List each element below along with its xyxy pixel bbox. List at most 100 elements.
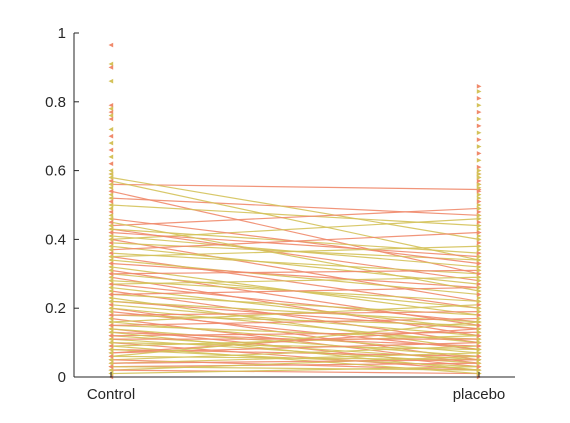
cluster-point-1-2 bbox=[476, 367, 482, 373]
cluster-point-1-50 bbox=[476, 202, 482, 208]
extra-point-0-10 bbox=[108, 133, 114, 139]
series-markers bbox=[108, 42, 482, 380]
cluster-point-1-28 bbox=[476, 278, 482, 283]
cluster-point-0-7 bbox=[108, 350, 114, 356]
cluster-point-1-16 bbox=[476, 319, 482, 325]
cluster-point-0-50 bbox=[108, 202, 114, 208]
series-line-12 bbox=[110, 238, 480, 302]
cluster-point-0-30 bbox=[108, 271, 114, 277]
series-line-52 bbox=[110, 345, 480, 361]
cluster-point-1-24 bbox=[476, 292, 482, 297]
extra-point-0-11 bbox=[108, 140, 114, 146]
cluster-point-0-40 bbox=[108, 237, 114, 242]
cluster-point-0-28 bbox=[108, 278, 114, 283]
cluster-point-1-17 bbox=[476, 316, 482, 321]
series-line-25 bbox=[110, 283, 480, 323]
cluster-point-0-16 bbox=[108, 319, 114, 325]
series-line-4 bbox=[110, 190, 480, 275]
cluster-point-0-49 bbox=[108, 206, 114, 211]
cluster-point-0-15 bbox=[108, 323, 114, 328]
cluster-point-0-43 bbox=[108, 226, 114, 232]
series-line-63 bbox=[110, 269, 480, 275]
extra-point-1-9 bbox=[476, 144, 482, 149]
cluster-point-0-11 bbox=[108, 336, 114, 342]
cluster-point-1-35 bbox=[476, 254, 482, 259]
cluster-point-0-41 bbox=[108, 233, 114, 239]
cluster-point-1-12 bbox=[476, 333, 482, 339]
series-line-68 bbox=[110, 304, 480, 323]
cluster-point-1-27 bbox=[476, 281, 482, 287]
cluster-point-1-37 bbox=[476, 247, 482, 253]
cluster-point-0-22 bbox=[108, 299, 114, 304]
cluster-point-1-49 bbox=[476, 206, 482, 211]
cluster-point-1-13 bbox=[476, 329, 482, 335]
cluster-point-0-57 bbox=[108, 178, 114, 184]
cluster-point-0-31 bbox=[108, 268, 114, 273]
cluster-point-1-34 bbox=[476, 257, 482, 263]
extra-point-0-4 bbox=[108, 102, 114, 108]
cluster-point-1-22 bbox=[476, 299, 482, 304]
cluster-point-1-9 bbox=[476, 343, 482, 349]
extra-point-1-8 bbox=[476, 137, 482, 142]
cluster-point-0-56 bbox=[108, 182, 114, 187]
extra-point-0-6 bbox=[108, 109, 114, 115]
cluster-point-1-15 bbox=[476, 323, 482, 328]
cluster-point-0-45 bbox=[108, 219, 114, 225]
series-line-0 bbox=[110, 183, 480, 191]
extra-point-1-2 bbox=[476, 96, 482, 101]
cluster-point-0-42 bbox=[108, 230, 114, 235]
series-line-6 bbox=[110, 207, 480, 227]
cluster-point-1-32 bbox=[476, 264, 482, 270]
extra-point-0-13 bbox=[108, 154, 114, 160]
series-line-17 bbox=[110, 256, 480, 309]
cluster-point-0-35 bbox=[108, 254, 114, 259]
cluster-point-1-8 bbox=[476, 347, 482, 352]
extra-point-1-10 bbox=[476, 151, 482, 156]
series-line-64 bbox=[110, 276, 480, 285]
extra-point-0-14 bbox=[108, 161, 114, 167]
extra-point-1-4 bbox=[476, 109, 482, 115]
series-line-57 bbox=[110, 355, 480, 371]
extra-point-1-7 bbox=[476, 130, 482, 136]
series-line-45 bbox=[110, 342, 480, 371]
cluster-point-1-36 bbox=[476, 250, 482, 256]
cluster-point-1-26 bbox=[476, 285, 482, 290]
series-line-60 bbox=[110, 221, 480, 292]
series-line-75 bbox=[110, 359, 480, 364]
axes bbox=[73, 33, 515, 378]
cluster-point-1-51 bbox=[476, 199, 482, 204]
series-line-3 bbox=[110, 180, 480, 261]
series-line-59 bbox=[110, 366, 480, 375]
cluster-point-0-2 bbox=[108, 367, 114, 373]
series-line-8 bbox=[110, 228, 480, 282]
cluster-point-1-52 bbox=[476, 195, 482, 201]
extra-point-0-3 bbox=[108, 78, 114, 84]
cluster-point-1-21 bbox=[476, 302, 482, 308]
cluster-point-1-31 bbox=[476, 268, 482, 273]
cluster-point-0-52 bbox=[108, 195, 114, 201]
series-line-40 bbox=[110, 328, 480, 357]
cluster-point-0-18 bbox=[108, 312, 114, 318]
extra-point-1-1 bbox=[476, 89, 482, 94]
extra-point-1-5 bbox=[476, 116, 482, 122]
cluster-point-1-18 bbox=[476, 312, 482, 318]
extra-point-0-5 bbox=[108, 106, 114, 111]
series-line-62 bbox=[110, 245, 480, 258]
cluster-point-1-58 bbox=[476, 175, 482, 180]
cluster-point-0-21 bbox=[108, 302, 114, 308]
cluster-point-0-48 bbox=[108, 209, 114, 215]
y-tick-label-5: 1 bbox=[58, 25, 66, 42]
cluster-point-0-13 bbox=[108, 329, 114, 335]
cluster-point-1-41 bbox=[476, 233, 482, 239]
cluster-point-1-39 bbox=[476, 240, 482, 246]
x-tick-label-control: Control bbox=[87, 386, 135, 403]
extra-point-1-0 bbox=[476, 84, 482, 89]
cluster-point-0-34 bbox=[108, 257, 114, 263]
series-line-1 bbox=[110, 197, 480, 216]
cluster-point-1-20 bbox=[476, 305, 482, 311]
cluster-point-0-19 bbox=[108, 309, 114, 314]
cluster-point-1-40 bbox=[476, 237, 482, 242]
extra-point-0-12 bbox=[108, 147, 114, 153]
series-line-27 bbox=[110, 290, 480, 344]
